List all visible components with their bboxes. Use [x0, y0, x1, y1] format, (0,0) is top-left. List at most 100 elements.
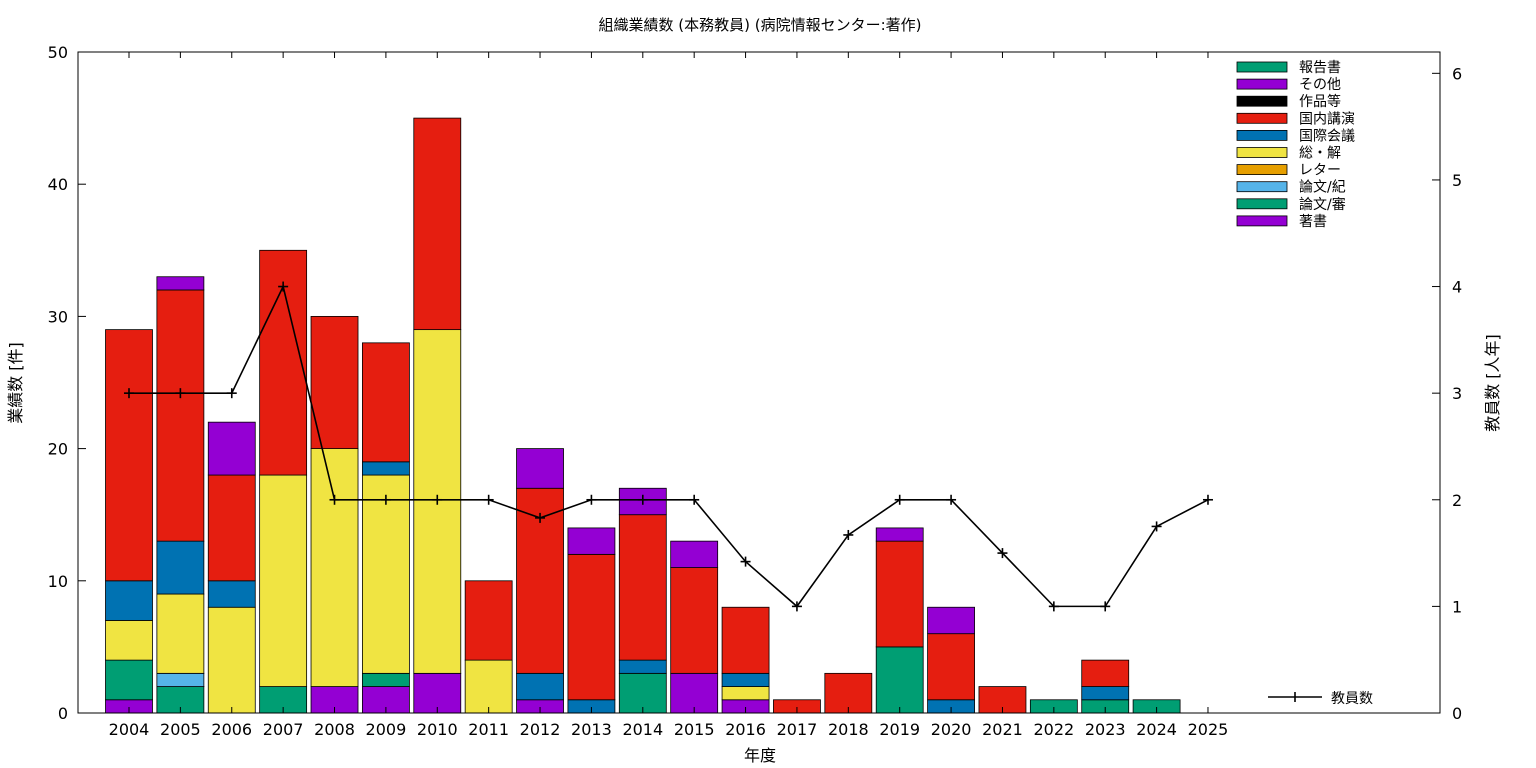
bar-segment: [516, 448, 564, 489]
legend-label: その他: [1299, 77, 1341, 93]
legend-label: レター: [1299, 163, 1341, 179]
line-point: [483, 494, 494, 505]
line-point: [997, 548, 1008, 559]
legend-swatch: [1236, 198, 1288, 210]
x-tick-label: 2015: [674, 720, 715, 739]
bar-segment: [156, 289, 205, 542]
y-tick-label: 0: [58, 704, 68, 723]
x-tick-label: 2009: [366, 720, 407, 739]
line-point: [689, 494, 700, 505]
x-tick-label: 2016: [725, 720, 766, 739]
x-tick-label: 2017: [777, 720, 818, 739]
x-tick-label: 2012: [520, 720, 561, 739]
bar-segment: [156, 540, 205, 595]
x-tick-label: 2007: [263, 720, 304, 739]
line-point: [740, 556, 751, 567]
legend-label: 論文/審: [1299, 197, 1346, 213]
bar-segment: [618, 514, 667, 661]
x-tick-label: 2018: [828, 720, 869, 739]
x-tick-label: 2021: [982, 720, 1023, 739]
line-point: [380, 494, 391, 505]
bar-segment: [670, 540, 719, 568]
line-group: [124, 281, 1213, 612]
x-tick-label: 2022: [1033, 720, 1074, 739]
bar-segment: [567, 553, 616, 701]
legend-label: 報告書: [1299, 60, 1341, 76]
bar-segment: [516, 672, 564, 701]
legend-swatch: [1236, 181, 1288, 193]
line-legend: 教員数: [1268, 691, 1373, 707]
x-tick-label: 2024: [1136, 720, 1177, 739]
line-point: [586, 494, 597, 505]
x-tick-label: 2006: [211, 720, 252, 739]
legend-swatch: [1236, 61, 1288, 73]
line-point: [1151, 521, 1162, 532]
bar-segment: [875, 646, 924, 714]
line-point: [637, 494, 648, 505]
y-tick-label: 40: [48, 175, 68, 194]
bar-segment: [156, 276, 205, 291]
bar-segment: [721, 686, 770, 701]
line-point: [124, 388, 134, 399]
y2-tick-label: 6: [1452, 64, 1462, 83]
y2-tick-label: 0: [1452, 704, 1462, 723]
bar-segment: [105, 580, 153, 621]
y2-tick-label: 1: [1452, 597, 1462, 616]
bar-segment: [207, 606, 256, 714]
legend-label: 作品等: [1299, 93, 1341, 110]
legend-swatch: [1236, 215, 1288, 227]
bar-segment: [875, 527, 924, 542]
bar-segment: [721, 606, 770, 674]
y2-tick-label: 4: [1452, 278, 1462, 297]
y2-tick-label: 3: [1452, 384, 1462, 403]
bar-segment: [310, 448, 359, 687]
y-tick-label: 20: [48, 440, 68, 459]
bar-segment: [721, 672, 770, 687]
plot-frame: [77, 51, 1441, 714]
line-point: [1202, 494, 1213, 505]
y2-tick-label: 2: [1452, 491, 1462, 510]
bar-segment: [875, 540, 924, 648]
bar-segment: [105, 659, 153, 701]
legend-swatch: [1236, 95, 1288, 107]
legend-label: 総・解: [1299, 146, 1341, 162]
line-point: [946, 494, 957, 505]
bar-segment: [156, 672, 205, 687]
bar-segment: [670, 567, 719, 674]
bar-segment: [464, 580, 513, 661]
x-tick-label: 2005: [160, 720, 201, 739]
bar-segment: [1081, 686, 1130, 701]
legend-swatch: [1236, 147, 1288, 158]
y-axis-ticks: 0 10 20 30 40 50: [48, 43, 86, 723]
bar-segment: [361, 474, 410, 674]
legend-label: 国内講演: [1299, 111, 1355, 127]
bar-segment: [207, 580, 256, 608]
x-tick-label: 2008: [314, 720, 355, 739]
legend-swatch: [1236, 129, 1288, 141]
line-legend-label: 教員数: [1331, 691, 1373, 707]
bar-segment: [207, 474, 256, 582]
bar-segment: [1081, 659, 1130, 687]
legend-label: 論文/紀: [1299, 180, 1346, 196]
bar-segment: [207, 421, 256, 476]
line-point: [535, 512, 546, 523]
x-tick-label: 2013: [571, 720, 612, 739]
y-axis-title: 業績数 [件]: [6, 342, 25, 424]
bar-segment: [156, 593, 205, 674]
bar-segment: [824, 672, 873, 714]
legend-swatch: [1236, 112, 1288, 124]
y-tick-label: 50: [48, 43, 68, 62]
line-point: [791, 601, 802, 612]
bar-segment: [464, 659, 513, 714]
y-tick-label: 10: [48, 572, 68, 591]
y2-axis-title: 教員数 [人年]: [1483, 334, 1502, 432]
line-path: [129, 284, 1209, 608]
line-point: [278, 281, 289, 292]
line-point: [843, 529, 854, 540]
x-tick-label: 2004: [109, 720, 150, 739]
bar-segment: [259, 474, 308, 687]
x-tick-label: 2010: [417, 720, 458, 739]
bar-segment: [361, 672, 410, 687]
